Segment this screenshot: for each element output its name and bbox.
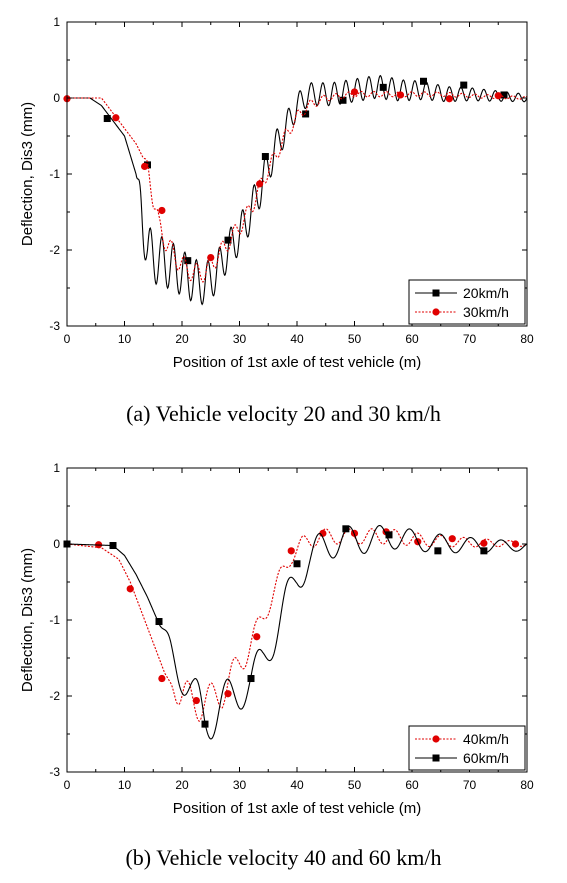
chart2-x-tick-label: 50 [348, 778, 362, 792]
chart2-series-2-point [109, 542, 117, 550]
chart2-y-tick-label: -2 [49, 689, 60, 703]
chart2-x-tick-label: 80 [520, 778, 534, 792]
chart2-x-axis-label: Position of 1st axle of test vehicle (m) [173, 800, 421, 817]
chart1-series-2-line [67, 90, 528, 283]
chart2-series-1-point [253, 633, 261, 641]
chart2-legend-label-2: 60km/h [463, 750, 509, 766]
chart1-x-tick-label: 40 [290, 332, 304, 346]
chart2-x-tick-label: 0 [64, 778, 71, 792]
chart2-x-tick-label: 20 [175, 778, 189, 792]
chart1-legend-marker-2 [432, 308, 440, 316]
chart1-x-axis-label: Position of 1st axle of test vehicle (m) [173, 354, 421, 371]
chart1-series-2-point [112, 114, 120, 122]
chart1-legend-box [408, 279, 526, 325]
chart2-x-tick-label: 30 [233, 778, 247, 792]
chart1-series-1-point [184, 257, 192, 265]
chart2-series-2-point [155, 618, 163, 626]
chart2-x-tick-label: 10 [118, 778, 132, 792]
chart1-series-1-point [224, 236, 232, 244]
chart1-y-tick-label: 0 [53, 91, 60, 105]
caption-a: (a) Vehicle velocity 20 and 30 km/h [126, 401, 441, 426]
chart2-series-1-line [66, 528, 528, 722]
chart2-series-1-point [287, 547, 295, 555]
chart1-series-1-line [67, 74, 528, 306]
chart2-y-tick-label: -3 [49, 765, 60, 779]
chart2-series-2-point [434, 547, 442, 555]
chart2-x-tick-label: 70 [463, 778, 477, 792]
chart2-x-tick-label: 40 [290, 778, 304, 792]
chart1-series-1-point [420, 77, 427, 85]
chart2-series-1-point [126, 585, 134, 593]
chart1-x-tick-label: 70 [463, 332, 477, 346]
chart2-series-1-point [448, 535, 456, 543]
chart1-series-2-point [141, 162, 149, 170]
chart1-series-2-point [350, 88, 359, 96]
chart1-y-tick-label: -3 [49, 319, 60, 333]
chart2-legend-label-1: 40km/h [463, 731, 509, 747]
chart1-y-tick-label: -1 [49, 167, 60, 181]
chart1-x-tick-label: 20 [175, 332, 189, 346]
chart2-series-1-point [511, 540, 520, 548]
chart1-series-2-point [396, 91, 405, 99]
chart1-series-1-point [302, 110, 310, 118]
chart1-x-tick-label: 60 [405, 332, 419, 346]
chart2-y-tick-label: 0 [53, 537, 60, 551]
caption-b: (b) Vehicle velocity 40 and 60 km/h [125, 845, 442, 870]
chart1-series-1-point [379, 83, 387, 91]
chart2-y-tick-label: -1 [49, 613, 60, 627]
chart2-legend-marker-2 [432, 754, 440, 762]
chart2-legend-marker-1 [432, 735, 440, 743]
chart1-series-2-point [158, 206, 166, 215]
chart1-y-tick-label: -2 [49, 243, 60, 257]
chart1-x-tick-label: 10 [118, 332, 132, 346]
chart2-x-tick-label: 60 [405, 778, 419, 792]
chart1-x-tick-label: 0 [64, 332, 71, 346]
chart1-series-1-point [261, 153, 269, 161]
chart1-series-2-point [207, 254, 215, 262]
chart1-series-1-point [103, 115, 111, 123]
chart1-series-1-point [339, 96, 347, 104]
chart2-series-2-point [385, 531, 393, 539]
chart1-y-tick-label: 1 [53, 15, 60, 29]
chart1-x-tick-label: 30 [233, 332, 247, 346]
chart2-series-1-point [480, 539, 488, 547]
chart2-y-axis-label: Deflection, Dis3 (mm) [19, 548, 36, 692]
chart1-x-tick-label: 50 [348, 332, 362, 346]
chart2-series-1-point [224, 690, 232, 698]
chart1-series-2-point [494, 92, 502, 100]
chart2-series-2-line [66, 524, 528, 740]
chart2-series-2-point [247, 675, 255, 683]
chart1-series-1-point [460, 81, 468, 89]
chart2-series-1-point [158, 674, 166, 683]
chart2-series-1-point [192, 696, 200, 705]
chart1-series-1-point [500, 91, 508, 99]
chart2-series-2-point [201, 720, 209, 728]
chart1-series-2-point [256, 180, 264, 188]
chart1-y-axis-label: Deflection, Dis3 (mm) [19, 102, 36, 246]
chart1-x-tick-label: 80 [520, 332, 534, 346]
chart2-series-2-point [293, 560, 301, 568]
chart1-series-2-point [445, 95, 453, 103]
chart2-legend-box [408, 725, 526, 771]
chart1-legend-label-1: 20km/h [463, 285, 509, 301]
chart2-y-tick-label: 1 [53, 461, 60, 475]
chart2-series-2-point [342, 525, 350, 533]
chart1-legend-marker-1 [432, 289, 440, 297]
chart2-series-2-point [480, 547, 488, 555]
chart1-legend-label-2: 30km/h [463, 304, 509, 320]
